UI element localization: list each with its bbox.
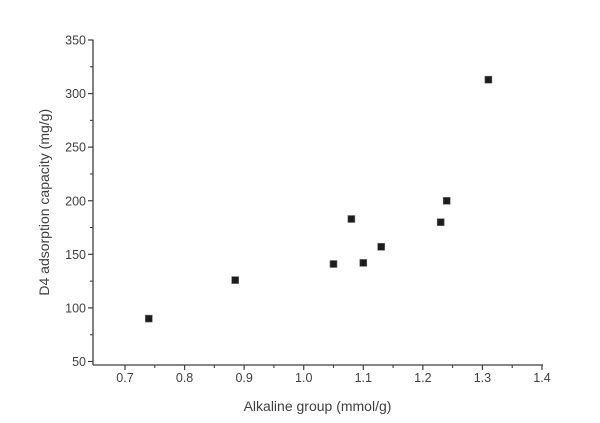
x-tick-label: 1.0	[295, 371, 312, 385]
data-point-marker	[436, 218, 445, 226]
y-tick-label: 50	[72, 355, 86, 369]
data-point-marker	[359, 259, 368, 267]
x-tick-label: 0.9	[235, 371, 252, 385]
data-point-marker	[442, 197, 451, 205]
x-tick-label: 1.1	[355, 371, 372, 385]
x-tick-label: 0.7	[116, 371, 133, 385]
y-axis-title: D4 adsorption capacity (mg/g)	[36, 109, 52, 296]
x-axis-title: Alkaline group (mmol/g)	[244, 398, 392, 414]
y-tick-label: 300	[65, 87, 86, 101]
x-tick-label: 0.8	[176, 371, 193, 385]
y-tick-label: 200	[65, 194, 86, 208]
data-point-marker	[377, 243, 386, 251]
data-point-marker	[347, 215, 356, 223]
x-tick-label: 1.4	[533, 371, 550, 385]
data-point-marker	[231, 276, 239, 284]
x-tick-label: 1.2	[414, 371, 431, 385]
data-point-marker	[484, 75, 493, 84]
y-tick-label: 100	[65, 301, 86, 315]
x-tick-label: 1.3	[474, 371, 491, 385]
data-point-marker	[145, 314, 153, 323]
y-tick-label: 150	[65, 248, 86, 262]
y-tick-label: 250	[65, 141, 86, 155]
data-point-marker	[329, 260, 338, 268]
y-tick-label: 350	[65, 34, 86, 48]
